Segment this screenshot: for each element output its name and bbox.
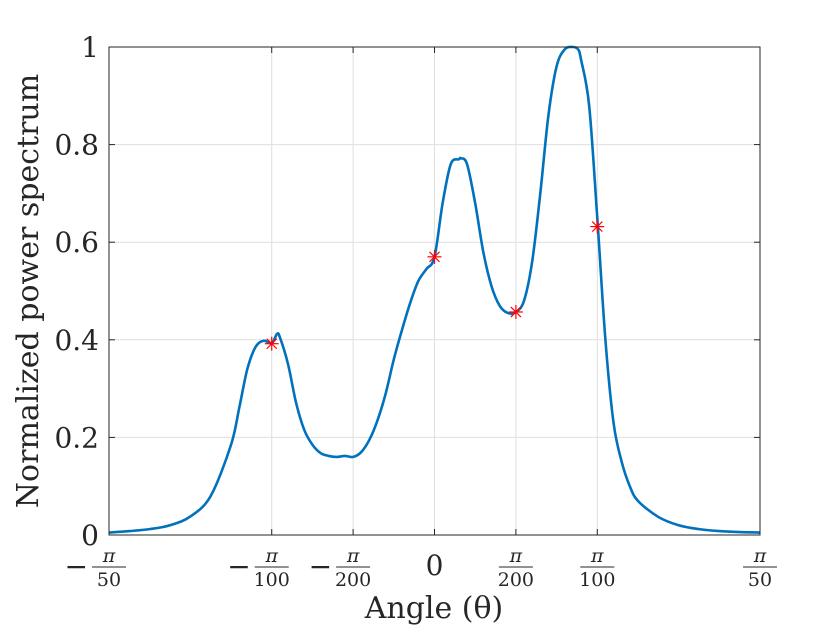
- x-tick-label-sign: −: [227, 550, 250, 583]
- x-tick-label-denominator: 100: [254, 569, 290, 591]
- grid-lines: [108, 46, 761, 536]
- data-point-marker: [427, 249, 442, 264]
- x-tick-label-value: 0: [426, 549, 444, 582]
- marker-stroke: [266, 338, 278, 350]
- y-tick-label: 0.2: [54, 421, 99, 454]
- x-tick-label-sign: −: [65, 550, 88, 583]
- data-point-marker: [590, 219, 605, 234]
- marker-stroke: [591, 221, 603, 233]
- y-tick-label: 1: [81, 31, 99, 64]
- y-axis-label: Normalized power spectrum: [11, 74, 46, 508]
- x-tick-label: 0: [426, 549, 444, 582]
- y-tick-label: 0.6: [54, 226, 99, 259]
- x-tick-label-denominator: 50: [97, 569, 121, 591]
- x-tick-label-numerator: π: [102, 545, 116, 567]
- tick-marks: [108, 46, 761, 536]
- x-tick-label-sign: −: [309, 550, 332, 583]
- x-axis-label: Angle (θ): [364, 591, 504, 626]
- marker-stroke: [429, 251, 440, 263]
- data-point-marker: [264, 336, 279, 351]
- x-tick-label-numerator: π: [264, 545, 278, 567]
- x-tick-label-numerator: π: [753, 545, 767, 567]
- x-tick-label-denominator: 200: [335, 569, 371, 591]
- y-tick-labels: 0 0.2 0.4 0.6 0.8 1: [54, 31, 99, 552]
- x-tick-label-numerator: π: [509, 545, 523, 567]
- y-tick-label: 0: [81, 519, 99, 552]
- y-tick-label: 0.8: [54, 129, 99, 162]
- x-tick-label-numerator: π: [346, 545, 360, 567]
- x-tick-label: π50: [743, 545, 777, 591]
- x-tick-label-denominator: 200: [498, 569, 534, 591]
- x-tick-label: π50−: [65, 545, 126, 591]
- data-point-marker: [508, 304, 523, 319]
- x-tick-label-denominator: 100: [579, 569, 615, 591]
- marker-layer: [264, 219, 605, 351]
- marker-stroke: [510, 306, 522, 318]
- x-tick-label-denominator: 50: [748, 569, 772, 591]
- x-tick-label-numerator: π: [590, 545, 604, 567]
- y-tick-label: 0.4: [54, 324, 99, 357]
